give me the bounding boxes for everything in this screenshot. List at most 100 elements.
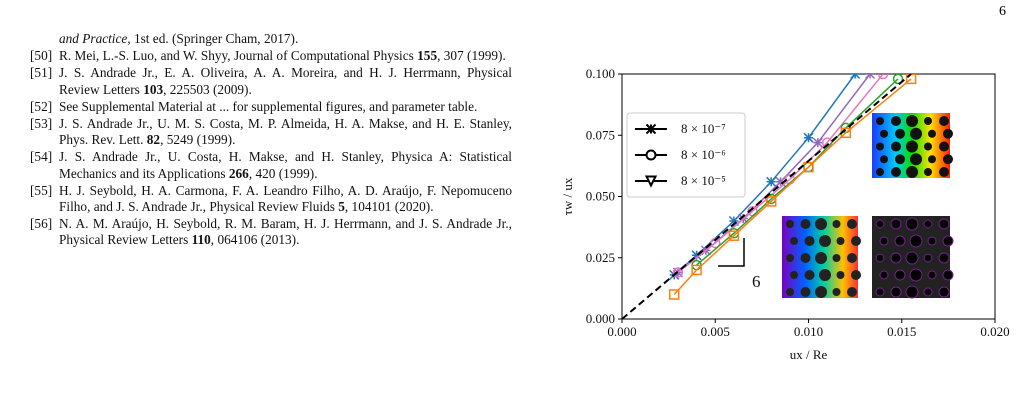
reference-number: [52] (30, 98, 53, 114)
inset-grain (876, 168, 884, 176)
inset-grain (800, 253, 811, 263)
reference-text: , 307 (1999). (437, 48, 506, 64)
data-point (775, 176, 786, 187)
reference-text: , 104101 (2020). (344, 199, 434, 215)
reference-text: , 420 (1999). (248, 165, 318, 181)
inset-grain (891, 141, 901, 152)
inset-grain (800, 287, 811, 297)
inset-grain (927, 236, 937, 246)
inset-grain (786, 220, 794, 228)
inset-grain (804, 236, 815, 246)
inset-grain (924, 142, 932, 151)
reference-volume: 5 (338, 199, 345, 215)
reference-text: J. S. Andrade Jr., U. M. S. Costa, M. P.… (59, 116, 512, 148)
reference-number: [51] (30, 65, 53, 81)
data-point (728, 215, 739, 227)
inset-grain (938, 286, 950, 298)
reference-volume: 110 (191, 232, 211, 248)
plot-area (622, 74, 917, 319)
inset-grain (880, 155, 888, 164)
inset-grain (891, 167, 901, 177)
reference-text: H. J. Seybold, H. A. Carmona, F. A. Lean… (59, 182, 512, 215)
inset-grain (894, 235, 906, 247)
inset-grain (832, 254, 841, 262)
inset-grain (928, 129, 936, 138)
inset-grain (939, 167, 949, 177)
data-point (803, 132, 814, 143)
legend-label: 8 × 10⁻⁷ (681, 121, 726, 136)
reference-volume: 266 (228, 165, 249, 181)
data-point (892, 74, 904, 85)
inset-grain (851, 270, 861, 280)
inset-grain (905, 251, 919, 265)
legend-marker (645, 149, 657, 161)
reference-volume: 82 (146, 132, 161, 148)
slope-triangle (718, 238, 745, 267)
inset-grain (905, 285, 919, 299)
inset-grain (890, 286, 902, 298)
x-tick-label: 0.010 (794, 324, 823, 339)
legend-label: 8 × 10⁻⁵ (681, 173, 726, 188)
inset-grain (927, 270, 937, 280)
inset-grain (939, 116, 949, 126)
x-tick-label: 0.020 (980, 324, 1009, 339)
reference: [56] N. A. M. Araújo, H. Seybold, R. M. B… (30, 216, 512, 248)
y-tick-label: 0.025 (586, 250, 615, 265)
inset-grain (876, 117, 884, 125)
inset-grain (875, 287, 885, 297)
legend-marker (644, 175, 658, 188)
inset-grain (800, 219, 811, 229)
inset-grain (943, 128, 953, 139)
reference-text: See Supplemental Material at ... for sup… (59, 98, 478, 114)
y-axis-label: τw / ux (560, 177, 575, 215)
data-point (812, 137, 823, 148)
inset-grain (942, 269, 954, 281)
inset-grain (895, 128, 905, 139)
data-point (668, 289, 680, 300)
inset-grain (895, 154, 905, 165)
reference-continuation: and Practice, 1st ed. (Springer Cham, 20… (30, 31, 512, 47)
data-point (803, 161, 814, 173)
y-tick-label: 0.000 (586, 311, 615, 326)
inset-grain (847, 287, 857, 297)
inset-grain (924, 117, 932, 125)
inset-grain (847, 253, 857, 263)
x-tick-label: 0.000 (607, 324, 636, 339)
inset-grain (939, 141, 949, 152)
inset-grain (815, 252, 827, 264)
inset-grain (876, 142, 884, 151)
reference: [54] J. S. Andrade Jr., U. Costa, H. Maks… (30, 149, 512, 181)
inset-grain (786, 254, 794, 262)
y-tick-label: 0.100 (586, 66, 615, 81)
inset-grain (875, 253, 885, 263)
reference-text: J. S. Andrade Jr., U. Costa, H. Makse, a… (59, 149, 512, 181)
inset-grain (894, 269, 906, 281)
inset-grain (906, 166, 918, 178)
reference: [50] R. Mei, L.-S. Luo, and W. Shyy, Jour… (30, 48, 512, 64)
reference-number: [56] (30, 216, 53, 232)
reference: [53] J. S. Andrade Jr., U. M. S. Costa, M… (30, 116, 512, 148)
inset-grain (786, 288, 794, 296)
inset-grain (938, 252, 950, 264)
x-tick-label: 0.015 (887, 324, 916, 339)
inset-grain (880, 129, 888, 138)
reference-number: [55] (30, 182, 53, 198)
inset-grain (851, 236, 861, 246)
reference: [52] See Supplemental Material at ... for… (30, 99, 512, 115)
reference-text: N. A. M. Araújo, H. Seybold, R. M. Baram… (59, 216, 512, 248)
inset-grain (923, 219, 933, 229)
inset-grain (847, 219, 857, 229)
inset-grain (943, 154, 953, 165)
inset-grain (909, 268, 923, 282)
inset-grain (819, 235, 831, 247)
data-point (728, 230, 740, 241)
references: and Practice, 1st ed. (Springer Cham, 20… (30, 31, 512, 250)
inset-grain (890, 252, 902, 264)
reference-text: , 5249 (1999). (160, 132, 236, 148)
inset-grain (923, 287, 933, 297)
reference-text: , 225503 (2009). (163, 81, 252, 97)
inset-grain (879, 236, 889, 246)
inset-grain (928, 155, 936, 164)
